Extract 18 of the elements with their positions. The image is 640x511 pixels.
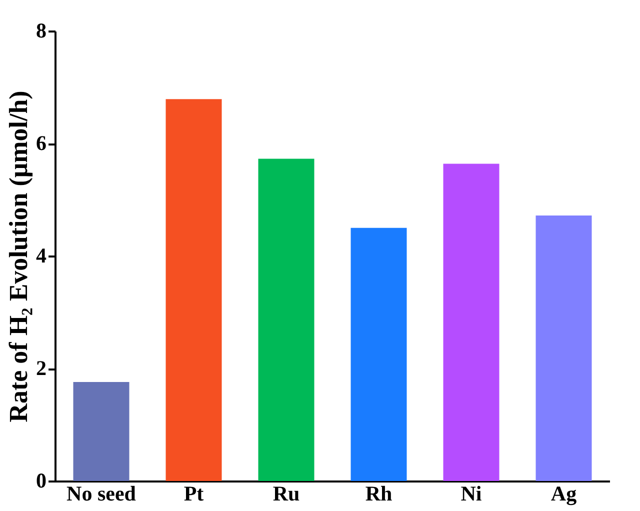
y-tick-label: 4 (36, 244, 47, 268)
bar (350, 228, 407, 481)
bar (443, 164, 500, 481)
y-tick-label: 6 (36, 131, 46, 155)
x-tick-label: Ru (272, 482, 300, 506)
y-tick-label: 2 (36, 356, 46, 380)
y-axis-title: Rate of H₂ Evolution (μmol/h) (4, 90, 33, 422)
y-tick-label: 8 (36, 18, 46, 42)
bar (536, 216, 592, 481)
bar (73, 382, 130, 481)
bar (258, 158, 314, 481)
x-tick-label: No seed (66, 482, 136, 506)
x-tick-label: Ni (460, 482, 482, 506)
y-tick-label: 0 (36, 468, 46, 492)
bar (166, 99, 222, 481)
x-tick-label: Rh (365, 482, 392, 506)
x-tick-label: Pt (184, 482, 204, 506)
x-tick-label: Ag (550, 482, 578, 506)
